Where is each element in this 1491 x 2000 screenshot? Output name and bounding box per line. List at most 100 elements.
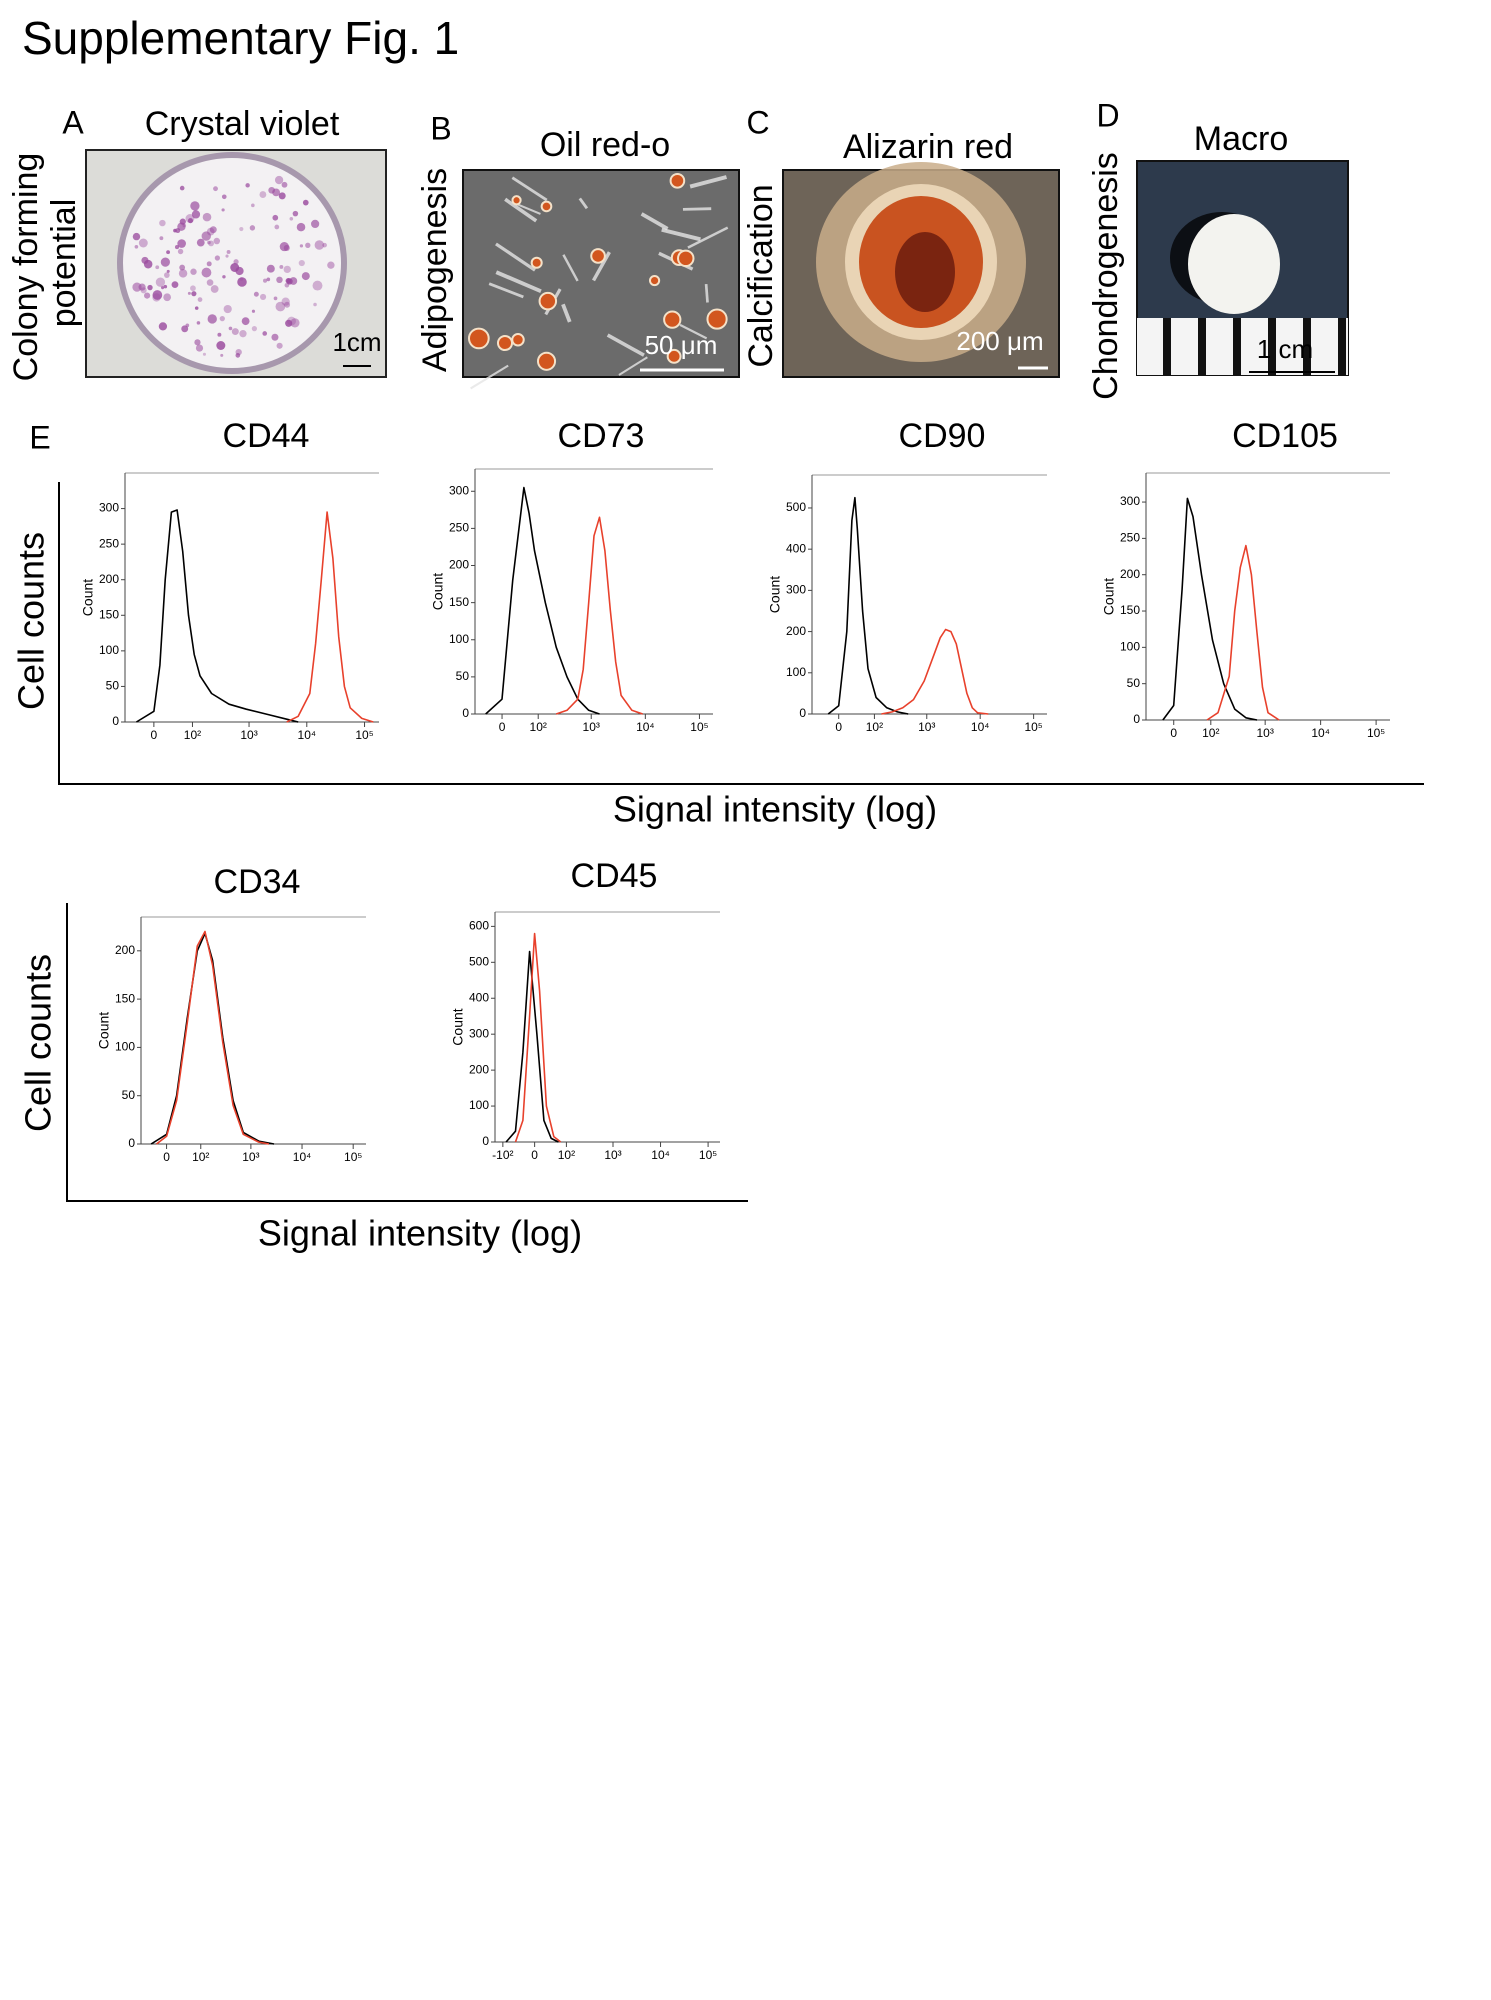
panel-title: Crystal violet (145, 105, 340, 143)
y-tick-label: 50 (122, 1088, 136, 1102)
colony-dot (155, 265, 160, 270)
colony-dot (239, 330, 247, 338)
y-tick-label: 50 (1127, 676, 1141, 690)
colony-dot (284, 301, 291, 308)
histogram-line (156, 930, 270, 1145)
y-tick-label: 300 (786, 583, 806, 597)
lipid-droplet (511, 195, 522, 206)
colony-dot (166, 250, 171, 255)
panel-label: E (29, 419, 50, 455)
y-axis-title: Count (96, 1012, 112, 1049)
cell-process (682, 207, 712, 211)
colony-dot (235, 266, 244, 276)
colony-dot (271, 333, 279, 341)
x-tick-label: 10³ (1256, 726, 1273, 740)
cell-process (687, 226, 729, 249)
x-tick-label: 0 (499, 720, 506, 734)
chart-title: CD34 (214, 863, 301, 901)
colony-dot (251, 203, 255, 208)
histogram-line (881, 628, 989, 715)
colony-dot (163, 284, 168, 289)
histogram-line (827, 496, 909, 715)
x-tick-label: 10³ (240, 728, 257, 742)
colony-dot (276, 276, 283, 284)
colony-dot (181, 325, 189, 333)
colony-dot (220, 353, 224, 357)
group-ylabel: Cell counts (11, 532, 52, 710)
colony-dot (314, 240, 325, 250)
x-tick-label: 10² (192, 1150, 209, 1164)
x-tick-label: 0 (1170, 726, 1177, 740)
colony-dot (164, 272, 170, 278)
chart-title: CD90 (899, 417, 986, 455)
colony-dot (272, 188, 281, 197)
colony-dot (219, 316, 225, 322)
x-tick-label: 0 (151, 728, 158, 742)
ruler-mark (1233, 318, 1241, 375)
colony-dot (179, 185, 185, 191)
panel-ylabel: Calcification (742, 184, 780, 367)
chart-title: CD73 (558, 417, 645, 455)
colony-dot (191, 291, 197, 297)
ruler-mark (1268, 318, 1276, 375)
colony-dot (202, 212, 212, 222)
colony-dot (159, 219, 166, 227)
lipid-droplet (540, 200, 553, 213)
lipid-droplet (648, 274, 661, 287)
colony-dot (259, 191, 267, 198)
photo-alizarin-red (782, 162, 1060, 378)
colony-dot (274, 224, 280, 230)
colony-dot (273, 296, 278, 301)
histogram-line (514, 932, 562, 1143)
y-tick-label: 100 (115, 1040, 135, 1054)
lipid-droplet (663, 310, 682, 329)
colony-dot (213, 186, 218, 192)
lipid-droplet (511, 332, 525, 347)
colony-dot (221, 208, 225, 212)
x-tick-label: 0 (531, 1148, 538, 1162)
colony-dot (132, 232, 141, 241)
y-axis-title: Count (767, 576, 783, 613)
cell-process (606, 333, 645, 357)
colony-dot (155, 277, 166, 287)
colony-dot (241, 317, 250, 326)
lipid-droplet (530, 256, 543, 269)
figure-title: Supplementary Fig. 1 (22, 12, 459, 64)
colony-dot (305, 242, 311, 248)
colony-dot (190, 268, 197, 275)
colony-dot (173, 228, 177, 233)
y-tick-label: 0 (1133, 712, 1140, 726)
panel-title: Macro (1194, 120, 1288, 158)
colony-dot (140, 287, 147, 294)
y-tick-label: 50 (106, 679, 120, 693)
y-tick-label: 50 (456, 669, 470, 683)
x-tick-label: 10² (866, 720, 883, 734)
colony-dot (159, 236, 164, 241)
panel-label: D (1096, 97, 1119, 133)
lipid-droplet (538, 291, 558, 311)
ruler-mark (1163, 318, 1171, 375)
colony-dot (152, 290, 163, 300)
colony-dot (196, 238, 205, 247)
photo-oil-red-o (462, 169, 740, 390)
y-tick-label: 150 (449, 595, 469, 609)
scale-bar-label: 1cm (332, 327, 381, 357)
y-tick-label: 200 (99, 572, 119, 586)
colony-dot (301, 272, 310, 281)
chart-title: CD45 (571, 857, 658, 895)
panel-title: Alizarin red (843, 128, 1013, 166)
x-tick-label: 10³ (918, 720, 935, 734)
y-tick-label: 100 (99, 643, 119, 657)
colony-dot (249, 225, 256, 231)
colony-dot (311, 219, 320, 229)
colony-dot (152, 293, 161, 302)
colony-dot (259, 293, 267, 300)
colony-dot (191, 210, 201, 219)
colony-dot (206, 261, 212, 267)
y-tick-label: 300 (469, 1026, 489, 1040)
x-tick-label: 10³ (583, 720, 600, 734)
y-tick-label: 0 (112, 714, 119, 728)
lipid-droplet (706, 308, 728, 330)
ruler-mark (1338, 318, 1346, 375)
